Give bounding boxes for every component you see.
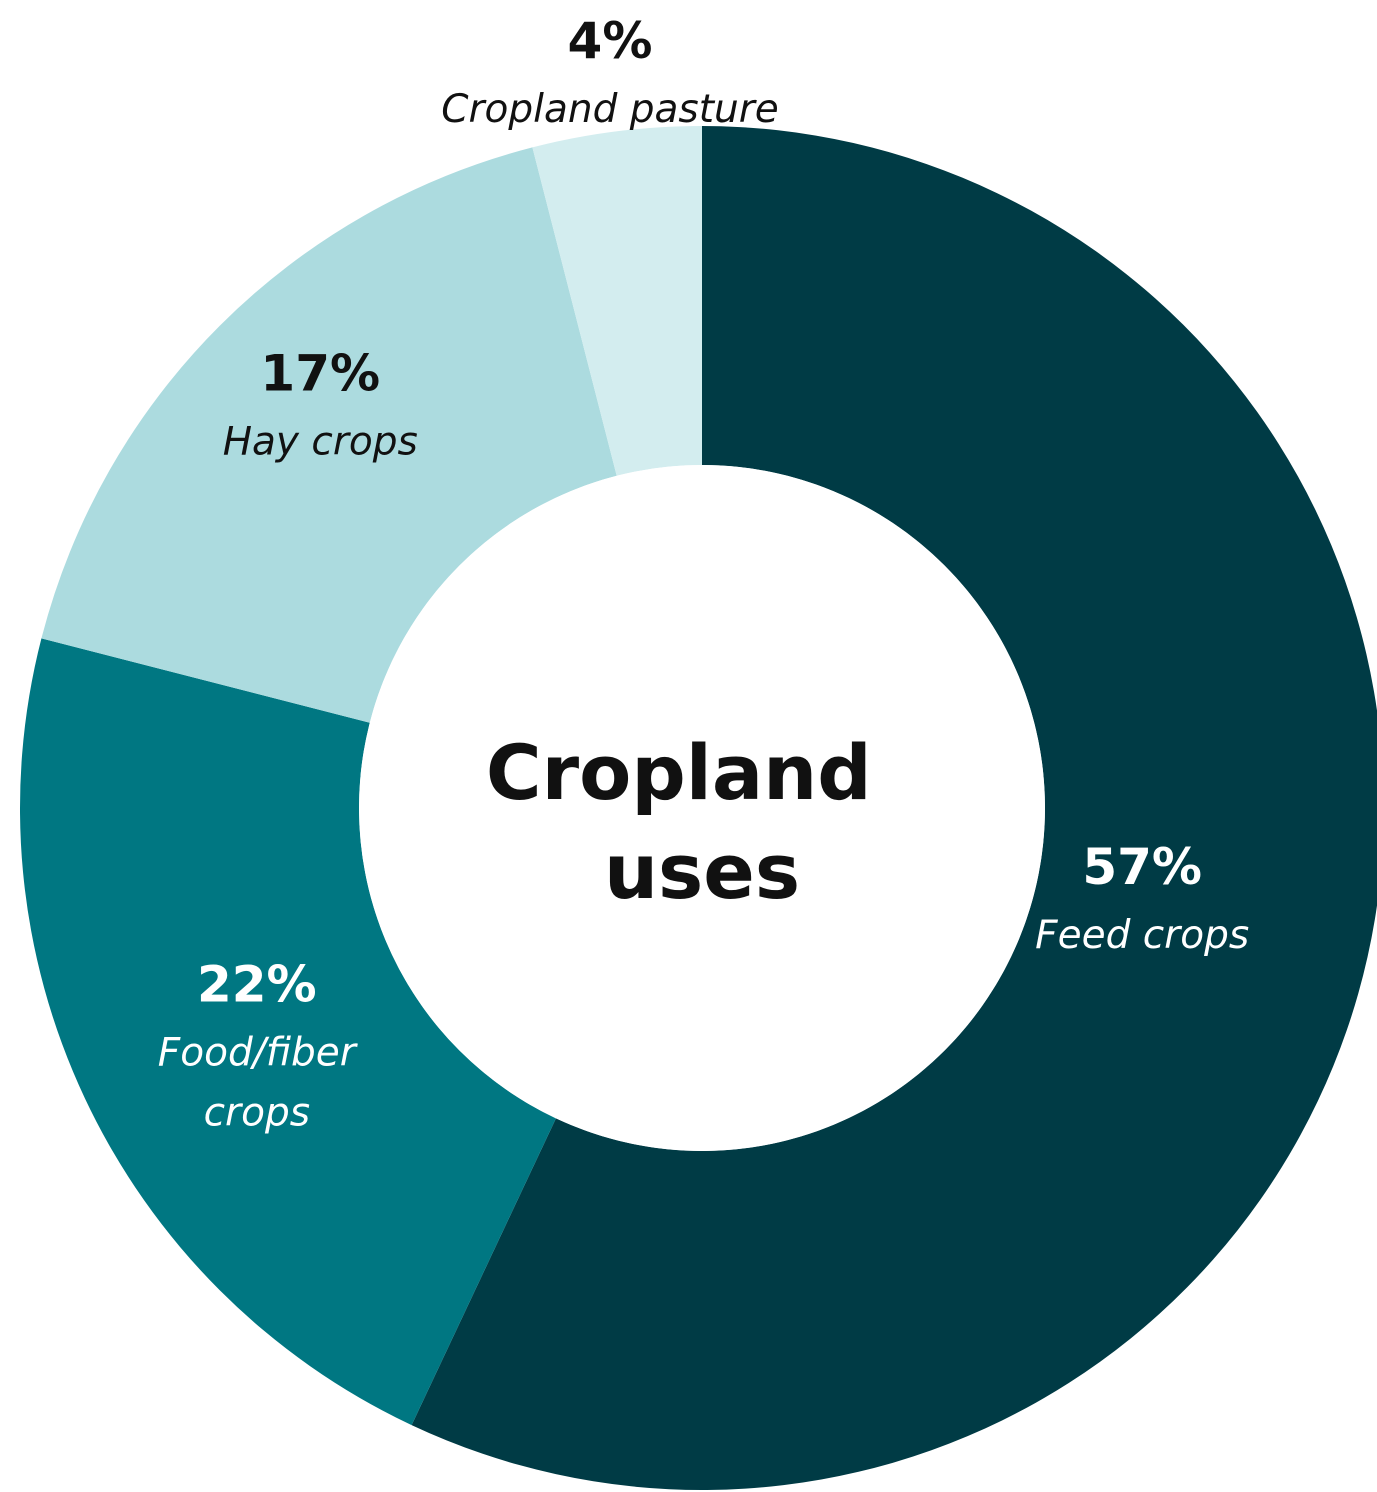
slice-value-label: 17% — [260, 344, 380, 402]
slice-category-label: crops — [204, 1090, 310, 1135]
slice-feed-crops — [411, 126, 1377, 1490]
slice-food-fiber-crops — [19, 638, 556, 1426]
slice-value-label: 22% — [197, 955, 317, 1013]
chart-title-line-2: uses — [604, 827, 800, 916]
slice-hay-crops — [41, 147, 617, 723]
slice-category-label: Cropland pasture — [441, 87, 779, 132]
slice-cropland-pasture — [532, 126, 702, 476]
slice-value-label: 4% — [568, 12, 653, 70]
slice-category-label: Feed crops — [1035, 913, 1249, 958]
slice-labels: 57% Feed crops 22% Food/fiber crops 17% Hay cr… — [158, 12, 1249, 1135]
donut-hole — [359, 465, 1045, 1151]
chart-title: Cropland uses — [486, 728, 898, 916]
slice-value-label: 57% — [1082, 838, 1202, 896]
slice-category-label: Hay crops — [223, 419, 418, 464]
donut-slices — [19, 126, 1377, 1490]
slice-category-label: Food/fiber — [158, 1030, 359, 1075]
chart-title-line-1: Cropland — [486, 728, 872, 817]
